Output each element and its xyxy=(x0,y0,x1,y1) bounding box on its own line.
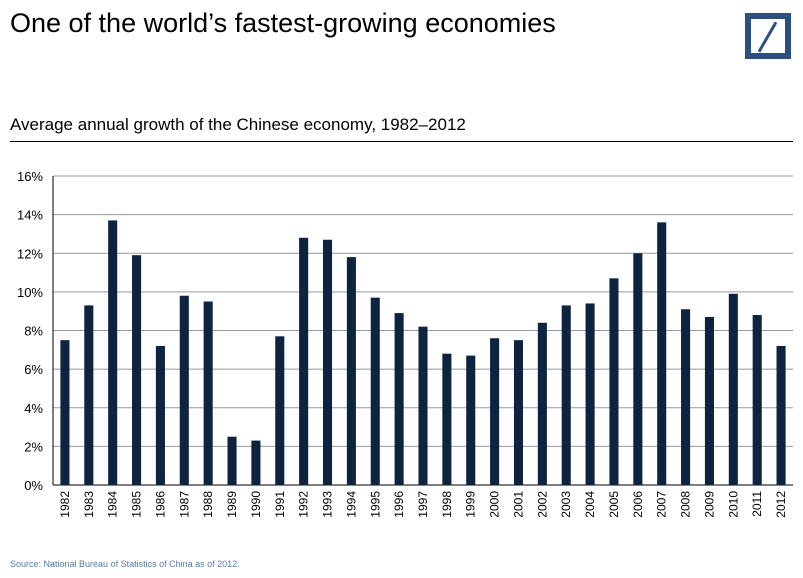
y-tick-label: 2% xyxy=(24,439,43,454)
bar xyxy=(585,303,595,485)
x-tick-label: 2006 xyxy=(631,491,645,518)
bar xyxy=(561,305,571,485)
x-tick-label: 1991 xyxy=(273,491,287,518)
bar xyxy=(394,313,404,485)
bar xyxy=(633,253,643,485)
bar xyxy=(132,255,142,485)
x-tick-label: 1995 xyxy=(368,491,382,518)
y-tick-label: 10% xyxy=(17,285,43,300)
bar xyxy=(108,220,118,485)
bar xyxy=(513,340,524,485)
bar xyxy=(609,278,619,485)
chart-title: Average annual growth of the Chinese eco… xyxy=(10,115,466,134)
x-tick-label: 2010 xyxy=(726,491,740,518)
x-axis-ticks: 1982 1983 1984 1985 1986 1987 1988 1989 1990 1991… xyxy=(58,491,788,518)
bar xyxy=(776,345,786,485)
bar xyxy=(728,293,738,485)
x-tick-label: 1989 xyxy=(225,491,239,518)
x-tick-label: 2003 xyxy=(559,491,573,518)
y-tick-label: 4% xyxy=(24,401,43,416)
x-tick-label: 1998 xyxy=(440,491,454,518)
x-tick-label: 1996 xyxy=(392,491,406,518)
x-tick-label: 1985 xyxy=(130,491,144,518)
x-tick-label: 2012 xyxy=(774,491,788,518)
bar xyxy=(203,301,213,485)
x-tick-label: 1984 xyxy=(106,491,120,518)
x-tick-label: 1990 xyxy=(249,491,263,518)
bar xyxy=(60,340,70,485)
bar xyxy=(490,338,500,485)
bar xyxy=(346,257,356,485)
bar xyxy=(752,315,762,485)
x-tick-label: 1986 xyxy=(153,491,167,518)
bar xyxy=(704,316,714,485)
bar xyxy=(155,345,165,485)
x-tick-label: 2008 xyxy=(679,491,693,518)
x-tick-label: 1993 xyxy=(321,491,335,518)
bar xyxy=(299,237,309,485)
bar xyxy=(657,222,667,485)
bar xyxy=(322,239,333,485)
x-tick-label: 2001 xyxy=(511,491,525,518)
bar xyxy=(466,355,476,485)
x-tick-label: 1982 xyxy=(58,491,72,518)
bar xyxy=(227,436,237,485)
bar xyxy=(418,326,428,485)
y-tick-label: 8% xyxy=(24,324,43,339)
y-tick-label: 12% xyxy=(17,246,43,261)
x-tick-label: 2004 xyxy=(583,491,597,518)
y-tick-label: 0% xyxy=(24,478,43,493)
x-tick-label: 1994 xyxy=(344,491,358,518)
x-tick-label: 1999 xyxy=(464,491,478,518)
x-tick-label: 2002 xyxy=(535,491,549,518)
x-tick-label: 2000 xyxy=(488,491,502,518)
bar xyxy=(251,440,261,485)
bars xyxy=(60,220,786,485)
y-tick-label: 6% xyxy=(24,362,43,377)
x-tick-label: 1988 xyxy=(201,491,215,518)
x-tick-label: 1987 xyxy=(177,491,191,518)
source-note: Source: National Bureau of Statistics of… xyxy=(10,559,240,569)
deutsche-bank-logo-icon xyxy=(745,13,791,59)
page-title: One of the world’s fastest-growing econo… xyxy=(10,8,556,38)
x-tick-label: 1983 xyxy=(82,491,96,518)
bar xyxy=(275,336,285,485)
y-axis-ticks: 0% 2% 4% 6% 8% 10% 12% 14% 16% xyxy=(17,169,43,493)
logo-box xyxy=(751,19,785,53)
x-tick-label: 2007 xyxy=(655,491,669,518)
x-tick-label: 1992 xyxy=(297,491,311,518)
x-tick-label: 2009 xyxy=(702,491,716,518)
bar xyxy=(681,309,691,485)
bar xyxy=(537,322,547,485)
x-tick-label: 1997 xyxy=(416,491,430,518)
bar xyxy=(84,305,94,485)
x-tick-label: 2005 xyxy=(607,491,621,518)
bar xyxy=(179,295,189,485)
title-divider xyxy=(10,141,793,142)
y-tick-label: 14% xyxy=(17,208,43,223)
bar xyxy=(442,353,452,485)
bar xyxy=(370,297,380,485)
y-tick-label: 16% xyxy=(17,169,43,184)
x-tick-label: 2011 xyxy=(750,491,764,517)
